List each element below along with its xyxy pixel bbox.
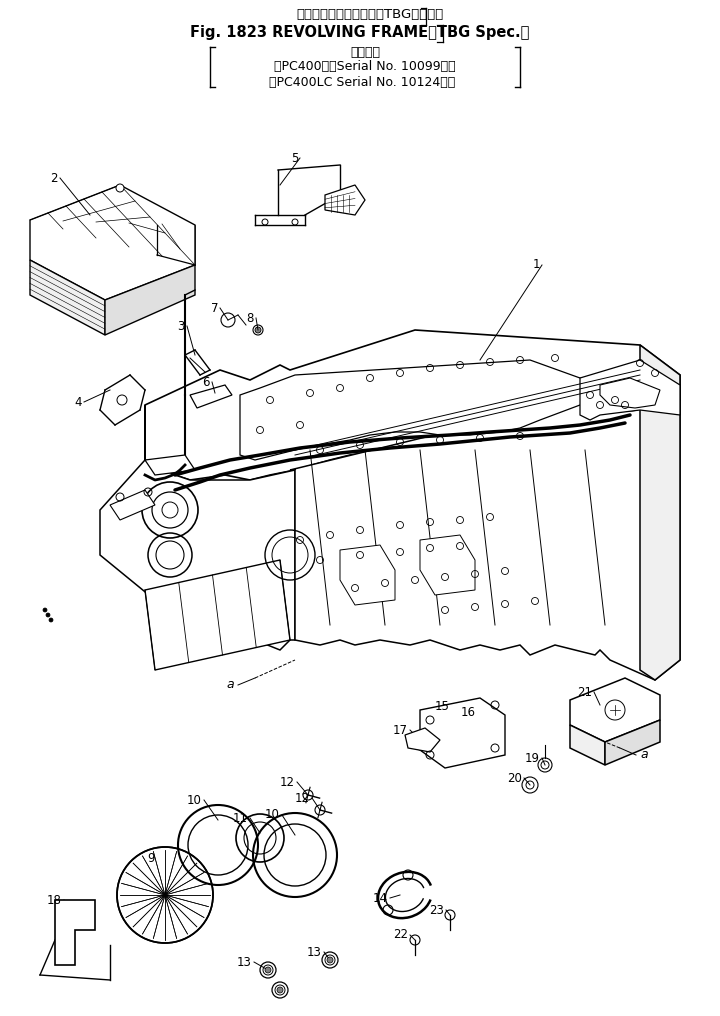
Text: 11: 11: [233, 812, 248, 825]
Circle shape: [327, 957, 333, 963]
Circle shape: [116, 184, 124, 192]
Polygon shape: [30, 185, 195, 300]
Polygon shape: [580, 360, 680, 420]
Text: 12: 12: [280, 775, 295, 788]
Polygon shape: [110, 490, 155, 520]
Polygon shape: [240, 360, 600, 460]
Polygon shape: [340, 545, 395, 605]
Text: 9: 9: [148, 851, 155, 865]
Text: 5: 5: [291, 151, 298, 165]
Polygon shape: [570, 725, 605, 765]
Text: レボルビングフレーム（TBG仕　様）: レボルビングフレーム（TBG仕 様）: [297, 8, 444, 21]
Polygon shape: [30, 260, 105, 335]
Polygon shape: [145, 455, 195, 475]
Text: 3: 3: [178, 319, 185, 332]
Text: 8: 8: [247, 312, 254, 324]
Text: 21: 21: [577, 686, 592, 699]
Circle shape: [265, 967, 271, 973]
Polygon shape: [420, 698, 505, 768]
Circle shape: [117, 847, 213, 943]
Polygon shape: [145, 330, 680, 480]
Polygon shape: [100, 405, 295, 650]
Text: 13: 13: [307, 946, 322, 958]
Text: 20: 20: [507, 771, 522, 784]
Polygon shape: [640, 345, 680, 680]
Text: 適用号機: 適用号機: [350, 46, 380, 59]
Polygon shape: [145, 560, 290, 670]
Text: 12: 12: [295, 791, 310, 805]
Text: 22: 22: [393, 929, 408, 942]
Circle shape: [255, 327, 261, 333]
Text: 7: 7: [210, 302, 218, 315]
Text: 16: 16: [461, 705, 476, 718]
Circle shape: [49, 618, 53, 622]
Text: 15: 15: [435, 699, 450, 712]
Polygon shape: [600, 378, 660, 408]
Text: 17: 17: [393, 723, 408, 737]
Polygon shape: [420, 535, 475, 595]
Circle shape: [162, 502, 178, 518]
Text: a: a: [226, 679, 234, 692]
Polygon shape: [325, 185, 365, 215]
Text: 2: 2: [50, 172, 58, 185]
Text: （PC400　　Serial No. 10099～）: （PC400 Serial No. 10099～）: [274, 61, 456, 73]
Text: a: a: [640, 749, 647, 762]
Text: 23: 23: [429, 903, 444, 916]
Polygon shape: [570, 678, 660, 742]
Text: 6: 6: [202, 376, 210, 388]
Text: 10: 10: [265, 809, 280, 822]
Text: 19: 19: [525, 752, 540, 764]
Text: （PC400LC Serial No. 10124～）: （PC400LC Serial No. 10124～）: [269, 75, 455, 88]
Polygon shape: [405, 728, 440, 752]
Circle shape: [277, 987, 283, 993]
Text: Fig. 1823 REVOLVING FRAME（TBG Spec.）: Fig. 1823 REVOLVING FRAME（TBG Spec.）: [190, 24, 530, 40]
Text: 18: 18: [47, 893, 62, 906]
Polygon shape: [105, 265, 195, 335]
Text: 13: 13: [237, 955, 252, 968]
Text: 4: 4: [74, 395, 82, 408]
Text: 10: 10: [187, 793, 202, 807]
Circle shape: [43, 608, 47, 612]
Polygon shape: [190, 385, 232, 408]
Text: 1: 1: [533, 258, 540, 271]
Polygon shape: [605, 720, 660, 765]
Circle shape: [46, 613, 50, 617]
Polygon shape: [55, 900, 95, 965]
Polygon shape: [290, 385, 680, 680]
Text: 14: 14: [373, 891, 388, 904]
